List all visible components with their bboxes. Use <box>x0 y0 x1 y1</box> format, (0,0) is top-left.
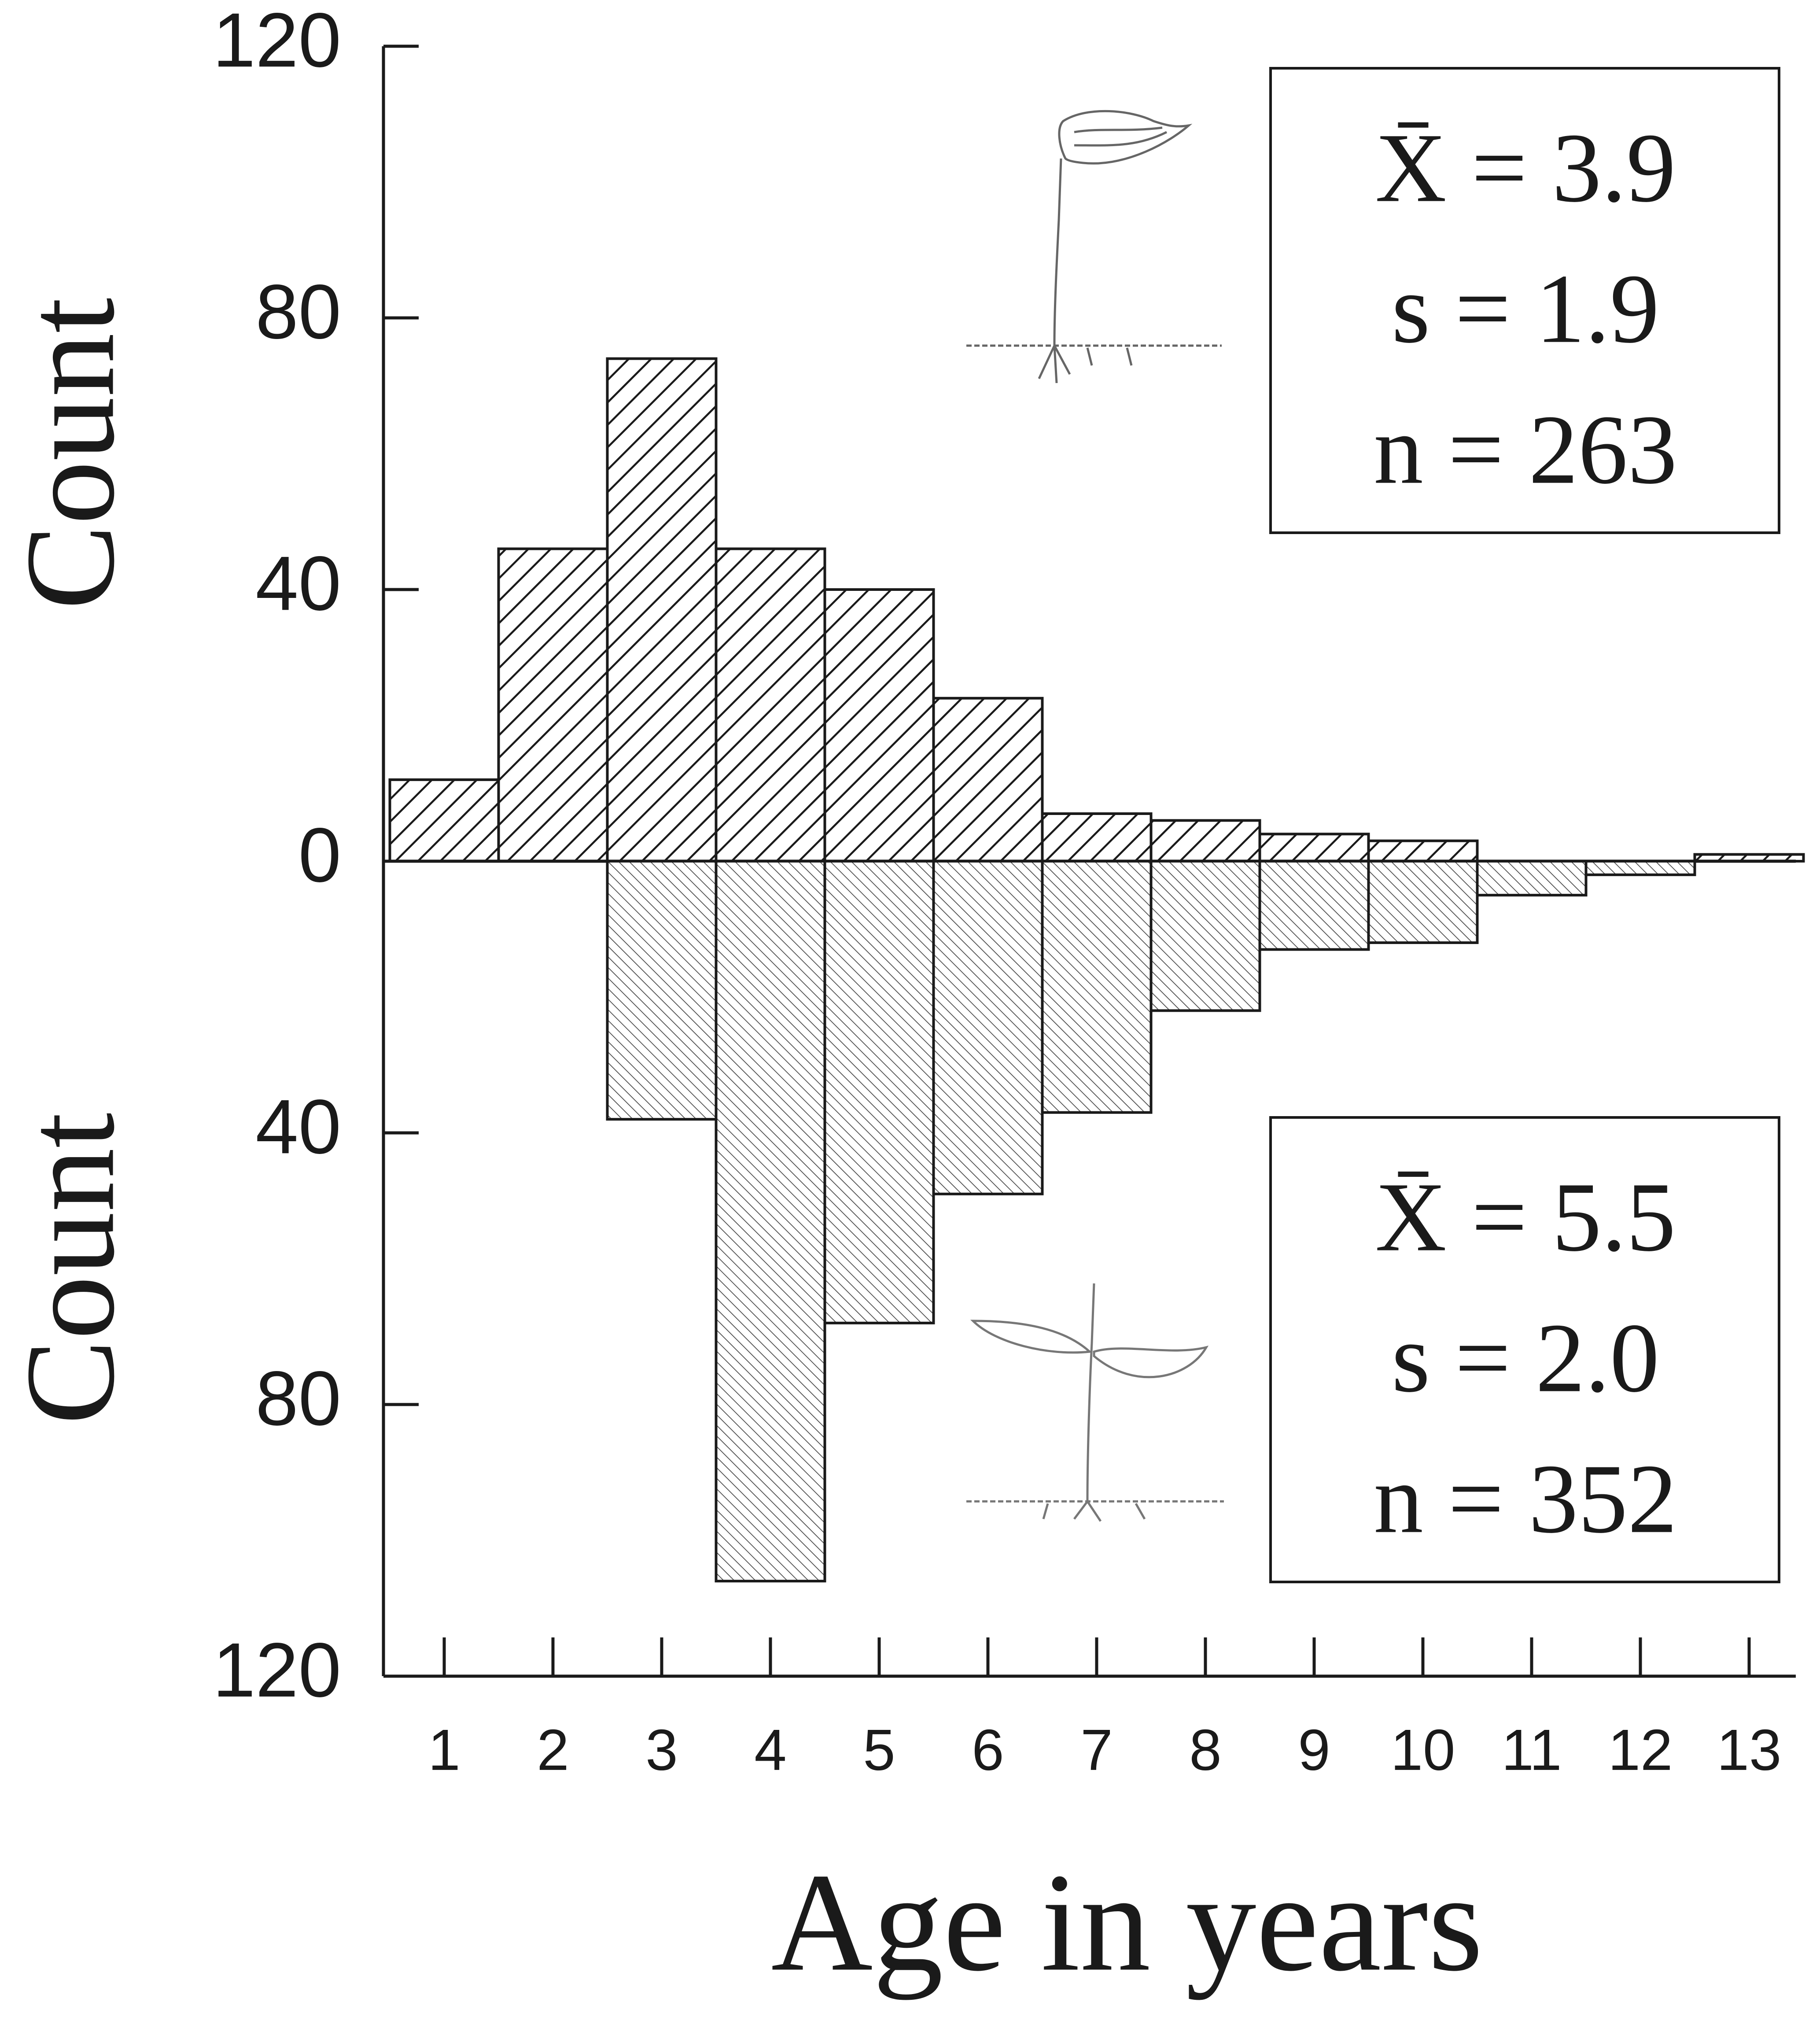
y-tick-label: 80 <box>255 269 341 355</box>
y-axis-label: Count <box>0 1112 141 1425</box>
stats-box <box>1269 1116 1780 1583</box>
bar <box>388 778 500 863</box>
bar <box>1367 860 1479 944</box>
x-tick-label: 2 <box>537 1718 569 1782</box>
seedling-illustration-bottom <box>966 1283 1224 1522</box>
bar <box>1149 819 1261 863</box>
x-tick-label: 4 <box>754 1718 786 1782</box>
x-tick-label: 11 <box>1501 1718 1562 1782</box>
bar <box>932 860 1044 1195</box>
x-tick-label: 7 <box>1080 1718 1113 1782</box>
x-tick-label: 5 <box>863 1718 895 1782</box>
bar <box>1584 860 1696 876</box>
stats-text: n = 263 <box>1374 394 1677 505</box>
x-tick-label: 6 <box>972 1718 1004 1782</box>
bar <box>1258 833 1370 863</box>
stats-text: X̄ = 5.5 <box>1375 1162 1676 1272</box>
bar <box>1041 812 1153 863</box>
x-tick-label: 12 <box>1608 1718 1673 1782</box>
bar <box>932 697 1044 863</box>
y-axis-label: Count <box>0 297 141 610</box>
y-tick-label: 120 <box>213 0 341 83</box>
bar <box>1367 839 1479 863</box>
bar <box>1476 860 1588 897</box>
bar <box>606 860 718 1121</box>
x-tick-label: 8 <box>1189 1718 1221 1782</box>
x-tick-label: 10 <box>1391 1718 1455 1782</box>
stats-box <box>1269 67 1780 534</box>
y-tick-label: 0 <box>298 812 341 898</box>
bar <box>497 547 609 863</box>
bar <box>823 588 935 863</box>
stats-text: s = 2.0 <box>1392 1303 1659 1413</box>
x-tick-label: 13 <box>1717 1718 1782 1782</box>
bar <box>715 547 826 863</box>
stats-text: X̄ = 3.9 <box>1375 113 1676 223</box>
x-axis-label: Age in years <box>771 1844 1483 2000</box>
stats-text: s = 1.9 <box>1392 254 1659 364</box>
bar <box>715 860 826 1583</box>
bar <box>1258 860 1370 951</box>
bar <box>606 357 718 863</box>
bar <box>1149 860 1261 1012</box>
y-tick-label: 80 <box>255 1356 341 1442</box>
y-tick-label: 40 <box>255 541 341 627</box>
bar <box>823 860 935 1324</box>
y-tick-label: 40 <box>255 1084 341 1170</box>
x-tick-label: 3 <box>645 1718 678 1782</box>
x-tick-label: 9 <box>1298 1718 1330 1782</box>
bar <box>1041 860 1153 1114</box>
seedling-illustration-top <box>966 110 1222 383</box>
y-tick-label: 120 <box>213 1627 341 1713</box>
stats-text: n = 352 <box>1374 1444 1677 1554</box>
x-tick-label: 1 <box>428 1718 460 1782</box>
